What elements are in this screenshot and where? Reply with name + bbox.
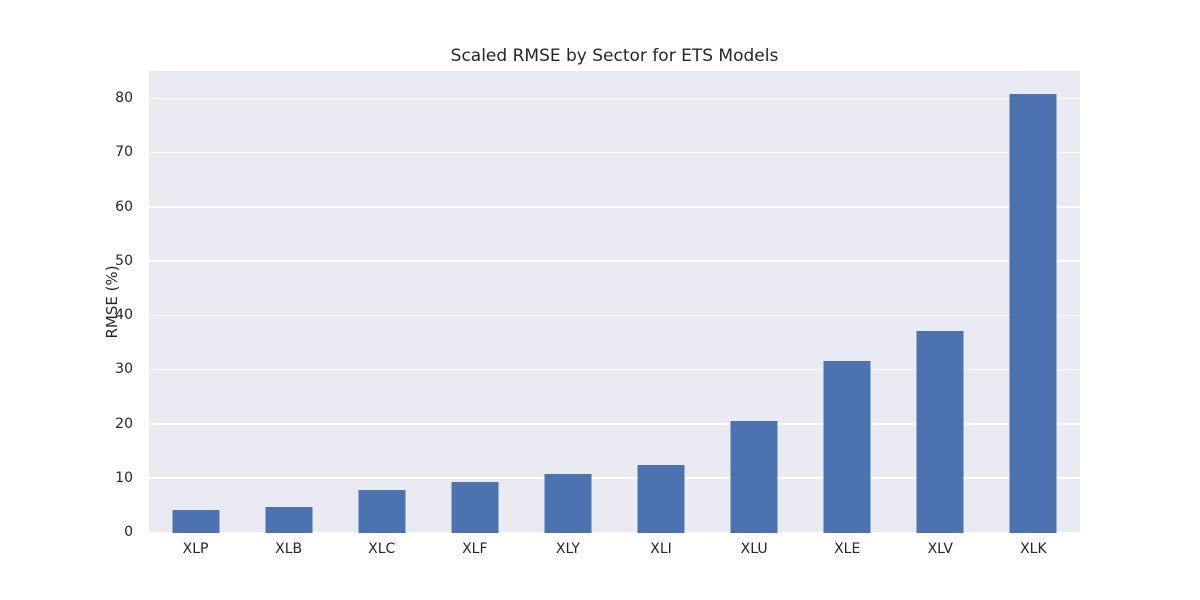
bar-slot-XLF xyxy=(428,71,521,533)
x-tick-label-XLF: XLF xyxy=(462,541,488,557)
x-tick-label-XLK: XLK xyxy=(1020,541,1047,557)
gridline-y-60 xyxy=(149,206,1080,208)
x-tick-label-XLY: XLY xyxy=(555,541,580,557)
bar-XLB xyxy=(265,506,313,533)
bar-slot-XLI xyxy=(614,71,707,533)
gridline-y-70 xyxy=(149,151,1080,154)
y-tick-label-30: 30 xyxy=(115,361,133,378)
gridline-y-0 xyxy=(149,531,1080,533)
x-tick-label-XLI: XLI xyxy=(650,541,672,557)
gridline-y-10 xyxy=(149,477,1080,479)
gridline-y-20 xyxy=(149,423,1080,425)
y-tick-labels: 0 10 20 30 40 50 60 70 80 xyxy=(0,71,133,540)
bar-XLY xyxy=(544,473,592,533)
x-tick-labels: XLP XLB XLC XLF XLY XLI XLU XLE XLV XLK xyxy=(149,541,1080,557)
x-tick-label-XLV: XLV xyxy=(927,541,954,557)
gridline-y-50 xyxy=(149,260,1080,262)
bar-slot-XLC xyxy=(335,71,428,533)
bar-XLV xyxy=(916,331,964,533)
x-tick-label-XLE: XLE xyxy=(834,541,861,557)
y-tick-label-40: 40 xyxy=(115,307,133,324)
bar-slot-XLK xyxy=(987,71,1080,533)
y-tick-label-50: 50 xyxy=(115,252,133,269)
bar-slot-XLB xyxy=(242,71,335,533)
y-tick-label-10: 10 xyxy=(115,469,133,486)
gridline-y-30 xyxy=(149,368,1080,371)
bar-slot-XLV xyxy=(894,71,987,533)
gridline-y-40 xyxy=(149,314,1080,317)
bar-XLF xyxy=(451,481,499,533)
x-tick-label-XLU: XLU xyxy=(740,541,768,557)
x-tick-label-XLP: XLP xyxy=(182,541,209,557)
plot-area xyxy=(149,71,1080,533)
chart-title: Scaled RMSE by Sector for ETS Models xyxy=(450,46,779,66)
bar-slot-XLE xyxy=(801,71,894,533)
gridline-y-80 xyxy=(149,97,1080,100)
bar-XLC xyxy=(358,489,406,533)
bar-XLI xyxy=(637,464,685,533)
y-tick-label-0: 0 xyxy=(124,524,133,540)
y-tick-label-60: 60 xyxy=(115,198,133,215)
bars-container xyxy=(149,71,1080,533)
y-tick-label-80: 80 xyxy=(115,90,133,107)
x-tick-label-XLB: XLB xyxy=(275,541,303,557)
bar-slot-XLU xyxy=(708,71,801,533)
y-tick-label-70: 70 xyxy=(115,144,133,161)
bar-XLP xyxy=(172,509,220,533)
y-tick-label-20: 20 xyxy=(115,415,133,432)
x-tick-label-XLC: XLC xyxy=(368,541,396,557)
bar-XLE xyxy=(823,361,871,533)
bar-slot-XLY xyxy=(521,71,614,533)
bar-XLU xyxy=(730,421,778,533)
bar-slot-XLP xyxy=(149,71,242,533)
bar-XLK xyxy=(1009,93,1057,533)
